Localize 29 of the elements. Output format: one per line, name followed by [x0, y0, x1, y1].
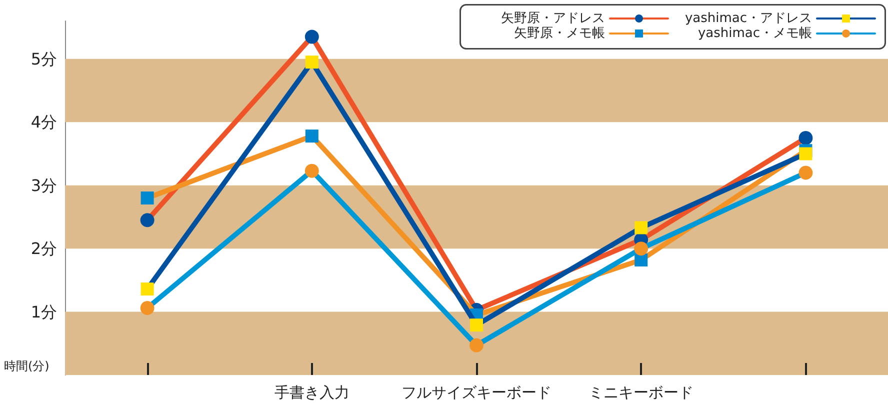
x-tick-label: フルサイズキーボード: [402, 384, 552, 402]
point: [305, 56, 318, 69]
point: [304, 164, 319, 178]
y-axis-title: 時間(分): [4, 359, 50, 373]
point: [799, 147, 812, 160]
y-tick-label: 1分: [30, 302, 57, 322]
point: [798, 166, 813, 180]
point: [798, 130, 813, 145]
y-tick-label: 3分: [30, 176, 57, 195]
point: [304, 30, 319, 44]
point: [634, 242, 648, 256]
point: [634, 221, 648, 234]
point: [634, 253, 648, 266]
legend-label: 矢野原・アドレス: [501, 11, 605, 26]
point: [140, 300, 154, 315]
legend-label: 矢野原・メモ帳: [514, 26, 605, 41]
legend-label: yashimac・アドレス: [684, 11, 812, 26]
legend-label: yashimac・メモ帳: [698, 26, 812, 41]
point: [140, 213, 154, 228]
x-tick-label: ミニキーボード: [588, 384, 694, 402]
y-tick-label: 2分: [30, 239, 57, 258]
point: [470, 338, 484, 352]
point: [470, 318, 483, 332]
x-tick-label: 手書き入力: [274, 384, 350, 402]
y-tick-label: 4分: [30, 112, 57, 132]
point: [305, 130, 318, 143]
y-tick-label: 5分: [30, 49, 57, 68]
point: [140, 282, 154, 296]
point: [140, 192, 154, 204]
